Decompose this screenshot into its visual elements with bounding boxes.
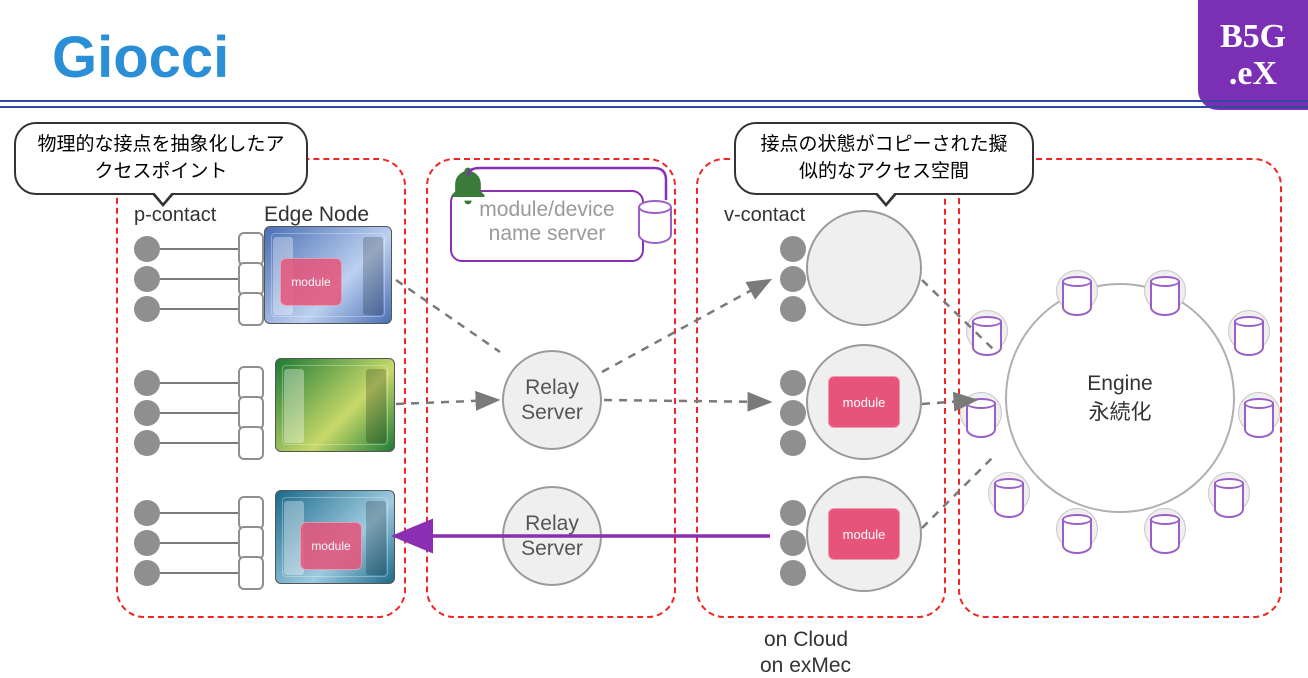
engine-db-icon [1150, 514, 1180, 554]
edge-slot [238, 232, 264, 266]
edge-slot [238, 396, 264, 430]
v-contact-module-badge: module [828, 508, 900, 560]
p-contact-dot [134, 266, 160, 292]
relay-label-2: Server [521, 400, 583, 425]
edge-device-board [275, 358, 395, 452]
engine-line1: Engine [1087, 372, 1152, 395]
engine-db-icon [994, 478, 1024, 518]
logo-line1: B5G [1220, 18, 1286, 55]
nameserver-line1: module/device [479, 198, 614, 221]
relay-label-1: Relay [525, 375, 579, 400]
engine-line2: 永続化 [1089, 401, 1152, 424]
engine-db-icon [1214, 478, 1244, 518]
p-contact-dot [134, 400, 160, 426]
edge-slot [238, 526, 264, 560]
p-contact-line [160, 278, 238, 280]
p-contact-line [160, 248, 238, 250]
relay-circle: RelayServer [502, 350, 602, 450]
edge-slot [238, 426, 264, 460]
p-contact-dot [134, 430, 160, 456]
relay-label-2: Server [521, 536, 583, 561]
p-contact-line [160, 412, 238, 414]
label-edgenode: Edge Node [264, 203, 369, 227]
engine-db-icon [1150, 276, 1180, 316]
title-underline-2 [0, 106, 1308, 108]
title-underline-1 [0, 100, 1308, 102]
callout-left: 物理的な接点を抽象化したア クセスポイント [14, 122, 308, 195]
callout-right-line1: 接点の状態がコピーされた擬 [760, 134, 1007, 155]
p-contact-dot [134, 500, 160, 526]
v-contact-dot [780, 500, 806, 526]
p-contact-line [160, 308, 238, 310]
v-contact-dot [780, 430, 806, 456]
v-contact-dot [780, 530, 806, 556]
edge-slot [238, 262, 264, 296]
v-contact-module-badge: module [828, 376, 900, 428]
engine-db-icon [1062, 514, 1092, 554]
v-contact-circle [806, 210, 922, 326]
p-contact-line [160, 442, 238, 444]
engine-db-icon [1062, 276, 1092, 316]
engine-label: Engine 永続化 [1080, 372, 1160, 426]
edge-slot [238, 292, 264, 326]
p-contact-dot [134, 296, 160, 322]
edge-module-badge: module [300, 522, 362, 570]
v-contact-dot [780, 296, 806, 322]
edge-module-badge: module [280, 258, 342, 306]
v-contact-dot [780, 236, 806, 262]
p-contact-dot [134, 370, 160, 396]
p-contact-dot [134, 530, 160, 556]
v-contact-dot [780, 400, 806, 426]
brand-logo: B5G .eX [1198, 0, 1308, 110]
engine-db-icon [966, 398, 996, 438]
p-contact-line [160, 512, 238, 514]
bell-icon [446, 164, 490, 218]
page-title: Giocci [52, 24, 229, 91]
callout-right-line2: 似的なアクセス空間 [799, 161, 969, 182]
nameserver-line2: name server [489, 222, 606, 245]
engine-db-icon [1234, 316, 1264, 356]
edge-slot [238, 556, 264, 590]
p-contact-line [160, 572, 238, 574]
logo-line2: .eX [1229, 55, 1277, 92]
v-contact-dot [780, 560, 806, 586]
edge-slot [238, 366, 264, 400]
engine-db-icon [1244, 398, 1274, 438]
label-vcontact: v-contact [724, 204, 805, 227]
label-onexmec: on exMec [760, 654, 851, 678]
label-oncloud: on Cloud [764, 628, 848, 652]
p-contact-line [160, 542, 238, 544]
p-contact-dot [134, 236, 160, 262]
callout-right: 接点の状態がコピーされた擬 似的なアクセス空間 [734, 122, 1034, 195]
engine-db-icon [972, 316, 1002, 356]
callout-left-line1: 物理的な接点を抽象化したア [37, 134, 284, 155]
p-contact-line [160, 382, 238, 384]
v-contact-dot [780, 266, 806, 292]
relay-circle: RelayServer [502, 486, 602, 586]
p-contact-dot [134, 560, 160, 586]
edge-slot [238, 496, 264, 530]
v-contact-dot [780, 370, 806, 396]
relay-label-1: Relay [525, 511, 579, 536]
callout-left-line2: クセスポイント [94, 161, 227, 182]
label-pcontact: p-contact [134, 204, 216, 227]
nameserver-db-icon [638, 200, 672, 244]
